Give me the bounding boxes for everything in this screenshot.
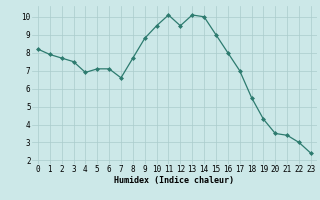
X-axis label: Humidex (Indice chaleur): Humidex (Indice chaleur) [115,176,234,185]
